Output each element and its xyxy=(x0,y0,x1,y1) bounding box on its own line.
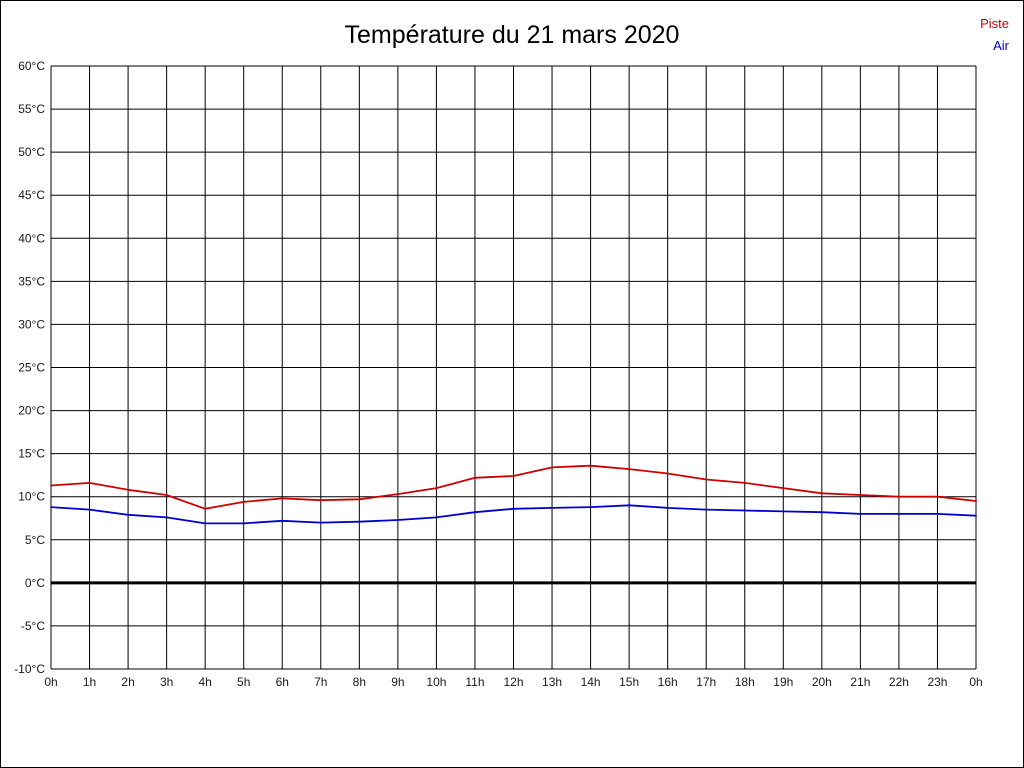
chart-legend: Piste Air xyxy=(980,13,1009,57)
x-tick-label: 14h xyxy=(581,675,601,689)
chart-title: Température du 21 mars 2020 xyxy=(344,21,680,49)
y-tick-label: 45°C xyxy=(18,188,45,202)
x-tick-label: 5h xyxy=(237,675,250,689)
y-tick-label: -5°C xyxy=(21,619,45,633)
x-tick-label: 23h xyxy=(927,675,947,689)
x-tick-label: 21h xyxy=(850,675,870,689)
x-tick-label: 22h xyxy=(889,675,909,689)
x-tick-label: 8h xyxy=(353,675,366,689)
x-tick-label: 11h xyxy=(465,675,484,689)
y-tick-label: 15°C xyxy=(18,447,45,461)
series-piste xyxy=(50,464,977,510)
legend-item-air: Air xyxy=(993,38,1009,53)
y-tick-label: 35°C xyxy=(18,274,45,288)
legend-item-piste: Piste xyxy=(980,16,1009,31)
y-tick-label: 50°C xyxy=(18,145,45,159)
y-tick-label: 55°C xyxy=(18,102,45,116)
y-tick-label: 30°C xyxy=(18,317,45,331)
x-tick-label: 13h xyxy=(542,675,562,689)
y-tick-label: 5°C xyxy=(25,533,45,547)
y-tick-label: -10°C xyxy=(14,662,45,676)
x-tick-label: 4h xyxy=(198,675,211,689)
y-tick-label: 20°C xyxy=(18,404,45,418)
x-tick-label: 16h xyxy=(658,675,678,689)
y-tick-label: 40°C xyxy=(18,231,45,245)
x-tick-label: 6h xyxy=(276,675,289,689)
x-tick-label: 20h xyxy=(812,675,832,689)
x-tick-label: 18h xyxy=(735,675,755,689)
x-tick-label: 9h xyxy=(391,675,404,689)
x-tick-label: 0h xyxy=(969,675,982,689)
series-air xyxy=(50,504,977,525)
y-tick-label: 25°C xyxy=(18,361,45,375)
y-tick-label: 10°C xyxy=(18,490,45,504)
x-tick-label: 10h xyxy=(426,675,446,689)
x-tick-label: 3h xyxy=(160,675,173,689)
x-tick-label: 17h xyxy=(696,675,716,689)
y-tick-label: 0°C xyxy=(25,576,45,590)
x-tick-label: 0h xyxy=(44,675,57,689)
x-tick-label: 7h xyxy=(314,675,327,689)
x-tick-label: 2h xyxy=(121,675,134,689)
x-tick-label: 1h xyxy=(83,675,96,689)
x-tick-label: 12h xyxy=(503,675,523,689)
x-tick-label: 19h xyxy=(773,675,793,689)
y-tick-label: 60°C xyxy=(18,59,45,73)
x-tick-label: 15h xyxy=(619,675,639,689)
